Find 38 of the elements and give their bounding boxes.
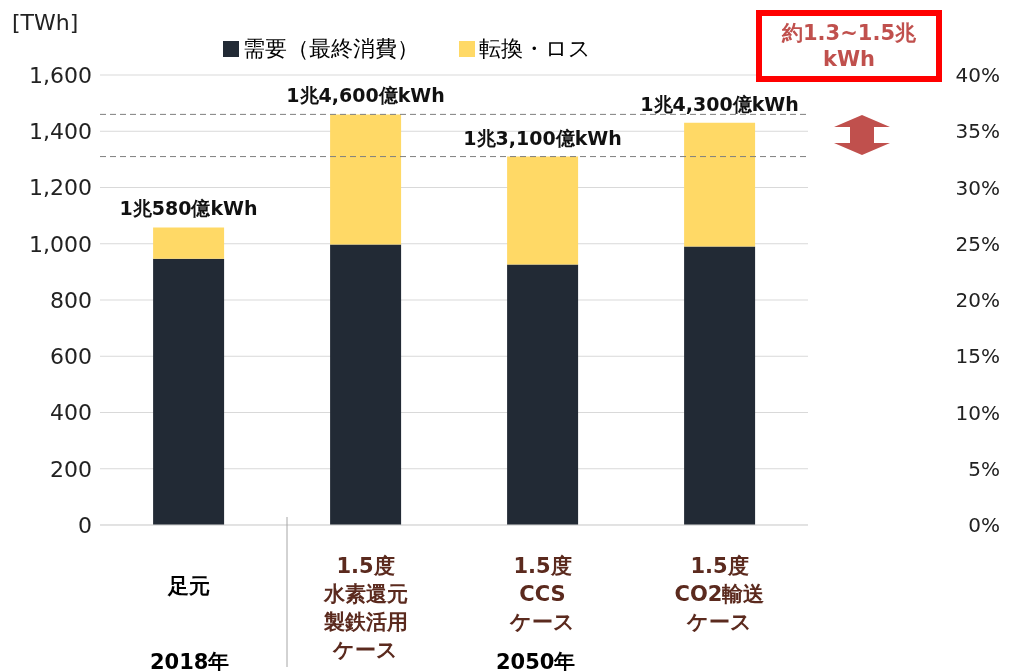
total-label: 1兆580億kWh: [119, 197, 258, 220]
y2-tick-label: 25%: [955, 231, 1000, 256]
total-label: 1兆4,600億kWh: [286, 84, 445, 107]
bar: [330, 244, 402, 525]
legend-label: 需要（最終消費）: [243, 35, 419, 63]
x-tick-label: 足元: [166, 574, 210, 598]
x-tick-label: 1.5度CO2輸送ケース: [674, 554, 765, 634]
bar: [330, 114, 402, 245]
text: 約1.3~1.5兆 kWh: [780, 20, 917, 72]
y-axis-title: [TWh]: [12, 10, 79, 35]
y-tick-label: 1,600: [29, 62, 92, 88]
y-tick-label: 1,200: [29, 175, 92, 201]
bar: [507, 156, 579, 265]
y2-tick-label: 15%: [955, 344, 1000, 369]
total-label: 1兆3,100億kWh: [463, 126, 622, 149]
bar: [684, 122, 756, 247]
y2-tick-label: 30%: [955, 175, 1000, 200]
y-tick-label: 400: [50, 400, 92, 426]
bar: [507, 264, 579, 525]
y2-tick-label: 40%: [955, 63, 1000, 87]
y2-tick-label: 10%: [955, 400, 1000, 425]
bar: [153, 227, 225, 259]
y-tick-label: 600: [50, 344, 92, 370]
bar: [684, 246, 756, 525]
bar: [153, 258, 225, 525]
total-label: 1兆4,300億kWh: [640, 92, 799, 115]
y-tick-label: 800: [50, 287, 92, 313]
y-tick-label: 0: [78, 512, 92, 538]
y2-tick-label: 0%: [968, 513, 1000, 537]
x-tick-label: 1.5度CCSケース: [509, 554, 575, 634]
x-tick-label: 1.5度水素還元製鉄活用ケース: [322, 554, 408, 662]
y-tick-label: 200: [50, 456, 92, 482]
y-tick-label: 1,400: [29, 119, 92, 145]
legend-label: 転換・ロス: [479, 35, 591, 63]
y2-tick-label: 5%: [968, 456, 1000, 481]
y2-tick-label: 20%: [955, 288, 1000, 312]
y2-tick-label: 35%: [955, 119, 1000, 144]
y-tick-label: 1,000: [29, 231, 92, 257]
